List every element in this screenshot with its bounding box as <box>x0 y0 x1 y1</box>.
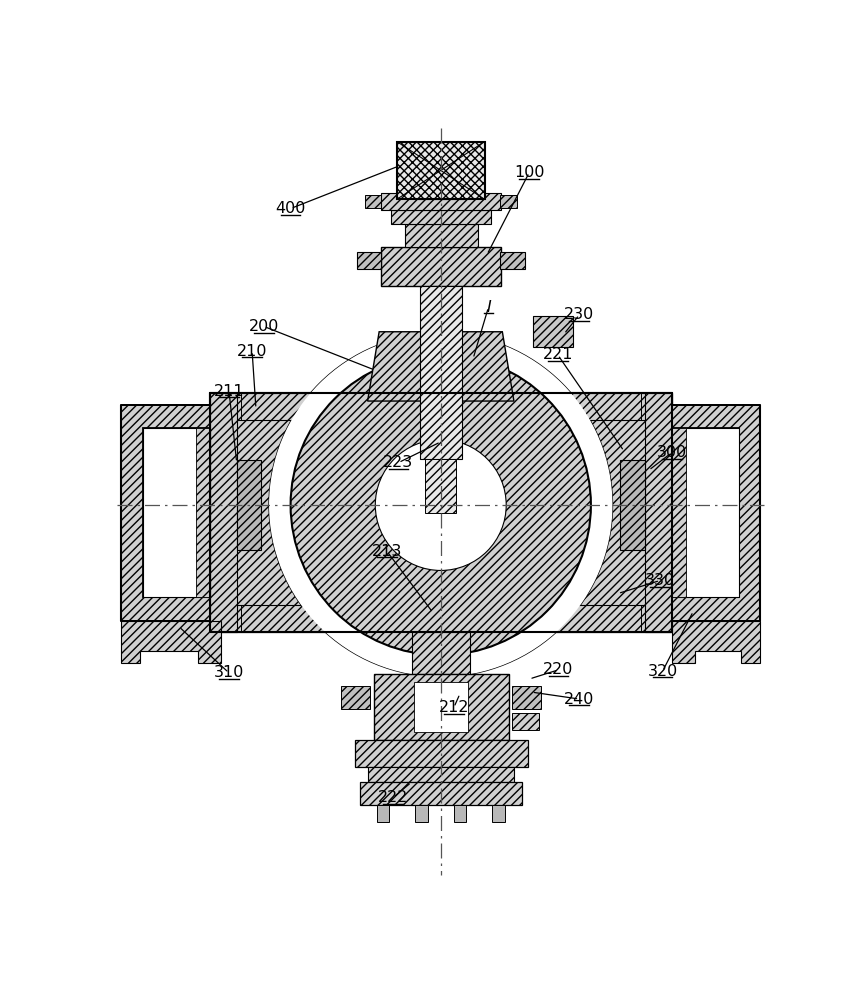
Bar <box>414 682 468 732</box>
Polygon shape <box>121 405 210 620</box>
Text: 222: 222 <box>378 790 408 805</box>
Text: I: I <box>486 300 491 315</box>
Circle shape <box>291 355 591 655</box>
Bar <box>210 393 672 420</box>
Bar <box>512 713 538 730</box>
Bar <box>672 428 685 597</box>
Bar <box>418 193 464 199</box>
Bar <box>396 142 485 199</box>
Polygon shape <box>672 405 760 620</box>
Text: 240: 240 <box>564 692 594 707</box>
Bar <box>533 316 573 347</box>
Bar <box>390 210 491 224</box>
Bar <box>377 805 390 822</box>
Bar <box>420 286 463 459</box>
Bar <box>210 605 672 632</box>
Bar <box>374 674 508 740</box>
Text: 330: 330 <box>645 573 675 588</box>
Polygon shape <box>357 252 382 269</box>
Text: 210: 210 <box>237 344 267 359</box>
Circle shape <box>269 333 612 677</box>
Text: 200: 200 <box>249 319 279 334</box>
Bar <box>341 686 370 709</box>
Text: 211: 211 <box>213 384 244 399</box>
Bar <box>645 393 672 632</box>
Text: 310: 310 <box>214 665 244 680</box>
Bar <box>500 195 517 208</box>
Polygon shape <box>620 460 645 550</box>
Text: 221: 221 <box>543 347 573 362</box>
Text: 400: 400 <box>275 201 306 216</box>
Bar <box>382 247 501 286</box>
Bar <box>426 459 456 513</box>
Polygon shape <box>367 332 514 401</box>
Bar <box>492 805 505 822</box>
Bar <box>367 767 514 782</box>
Polygon shape <box>500 252 525 269</box>
Bar <box>415 805 427 822</box>
Polygon shape <box>237 460 261 550</box>
Bar <box>359 782 522 805</box>
Circle shape <box>291 355 591 655</box>
Text: 223: 223 <box>384 455 414 470</box>
Circle shape <box>375 440 507 570</box>
Circle shape <box>269 333 612 677</box>
Bar <box>412 632 470 674</box>
Circle shape <box>375 440 507 570</box>
Bar <box>672 428 739 597</box>
Text: 100: 100 <box>514 165 544 180</box>
Text: 300: 300 <box>657 445 687 460</box>
Bar <box>365 195 382 208</box>
Bar <box>143 428 210 597</box>
Bar <box>382 193 501 210</box>
Bar <box>354 740 528 767</box>
Bar <box>196 428 210 597</box>
Text: 213: 213 <box>372 544 402 559</box>
Bar <box>210 393 237 632</box>
Bar <box>210 393 672 632</box>
Text: 230: 230 <box>564 307 594 322</box>
Polygon shape <box>121 620 221 663</box>
Text: 220: 220 <box>544 662 574 677</box>
Bar <box>404 224 477 247</box>
Polygon shape <box>672 620 760 663</box>
Text: 320: 320 <box>648 664 678 679</box>
Bar <box>454 805 466 822</box>
Text: 212: 212 <box>439 700 469 715</box>
Bar <box>512 686 541 709</box>
